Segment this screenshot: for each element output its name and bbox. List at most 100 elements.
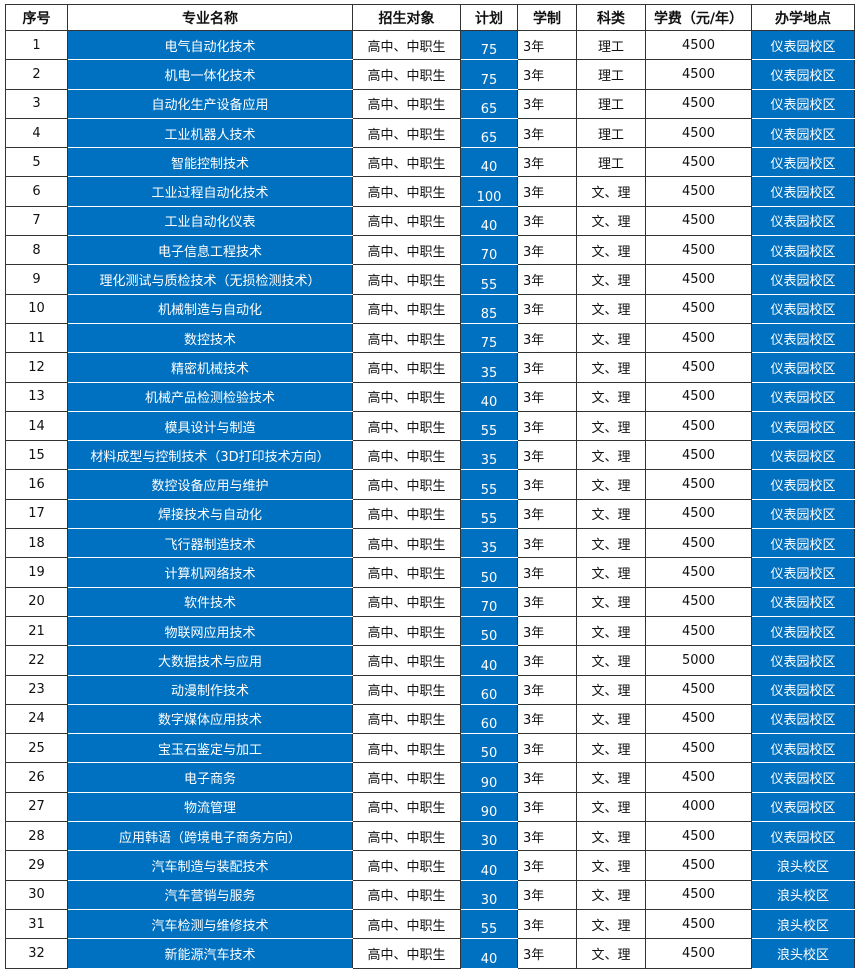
cell-tuition: 4500 bbox=[645, 879, 752, 910]
cell-plan-count: 65 bbox=[460, 117, 518, 149]
cell-index: 7 bbox=[5, 205, 68, 237]
cell-major-name: 材料成型与控制技术（3D打印技术方向） bbox=[67, 440, 353, 471]
cell-tuition: 4500 bbox=[645, 59, 752, 90]
cell-plan-count: 100 bbox=[460, 176, 518, 207]
cell-major-name: 理化测试与质检技术（无损检测技术） bbox=[67, 264, 353, 295]
cell-category: 文、理 bbox=[576, 586, 646, 617]
cell-category: 文、理 bbox=[576, 528, 646, 559]
cell-campus: 仪表园校区 bbox=[751, 176, 855, 207]
table-row: 21 物联网应用技术 高中、中职生 50 3年 文、理 4500 仪表园校区 bbox=[5, 615, 855, 647]
cell-plan-count: 40 bbox=[460, 938, 518, 969]
cell-campus: 仪表园校区 bbox=[751, 381, 855, 412]
cell-campus: 仪表园校区 bbox=[751, 264, 855, 295]
cell-category: 文、理 bbox=[576, 645, 646, 676]
cell-category: 文、理 bbox=[576, 703, 646, 735]
cell-major-name: 电子商务 bbox=[67, 762, 353, 793]
cell-category: 文、理 bbox=[576, 205, 646, 237]
cell-tuition: 4500 bbox=[645, 440, 752, 471]
cell-category: 文、理 bbox=[576, 791, 646, 823]
cell-major-name: 汽车营销与服务 bbox=[67, 879, 353, 910]
cell-index: 2 bbox=[5, 59, 68, 90]
cell-plan-count: 60 bbox=[460, 703, 518, 735]
table-row: 19 计算机网络技术 高中、中职生 50 3年 文、理 4500 仪表园校区 bbox=[5, 557, 855, 588]
cell-index: 15 bbox=[5, 440, 68, 471]
cell-tuition: 4500 bbox=[645, 352, 752, 383]
cell-category: 文、理 bbox=[576, 850, 646, 881]
cell-campus: 仪表园校区 bbox=[751, 674, 855, 705]
cell-index: 31 bbox=[5, 908, 68, 940]
cell-target-students: 高中、中职生 bbox=[352, 821, 461, 852]
cell-index: 19 bbox=[5, 557, 68, 588]
header-duration: 学制 bbox=[517, 4, 577, 31]
cell-plan-count: 40 bbox=[460, 381, 518, 412]
cell-major-name: 动漫制作技术 bbox=[67, 674, 353, 705]
cell-tuition: 4500 bbox=[645, 498, 752, 530]
cell-category: 文、理 bbox=[576, 762, 646, 793]
cell-major-name: 大数据技术与应用 bbox=[67, 645, 353, 676]
cell-target-students: 高中、中职生 bbox=[352, 117, 461, 149]
cell-campus: 仪表园校区 bbox=[751, 645, 855, 676]
cell-major-name: 精密机械技术 bbox=[67, 352, 353, 383]
header-campus: 办学地点 bbox=[751, 4, 855, 31]
table-row: 10 机械制造与自动化 高中、中职生 85 3年 文、理 4500 仪表园校区 bbox=[5, 293, 855, 324]
table-row: 23 动漫制作技术 高中、中职生 60 3年 文、理 4500 仪表园校区 bbox=[5, 674, 855, 705]
cell-index: 28 bbox=[5, 821, 68, 852]
cell-target-students: 高中、中职生 bbox=[352, 440, 461, 471]
cell-plan-count: 55 bbox=[460, 410, 518, 442]
cell-major-name: 宝玉石鉴定与加工 bbox=[67, 733, 353, 764]
cell-major-name: 应用韩语（跨境电子商务方向） bbox=[67, 821, 353, 852]
cell-duration: 3年 bbox=[517, 703, 577, 735]
cell-campus: 仪表园校区 bbox=[751, 293, 855, 324]
cell-index: 26 bbox=[5, 762, 68, 793]
cell-category: 文、理 bbox=[576, 352, 646, 383]
cell-target-students: 高中、中职生 bbox=[352, 850, 461, 881]
cell-target-students: 高中、中职生 bbox=[352, 469, 461, 500]
cell-category: 文、理 bbox=[576, 381, 646, 412]
cell-index: 12 bbox=[5, 352, 68, 383]
cell-campus: 仪表园校区 bbox=[751, 322, 855, 354]
cell-campus: 仪表园校区 bbox=[751, 733, 855, 764]
cell-category: 文、理 bbox=[576, 440, 646, 471]
cell-duration: 3年 bbox=[517, 352, 577, 383]
cell-campus: 浪头校区 bbox=[751, 879, 855, 910]
cell-category: 文、理 bbox=[576, 879, 646, 910]
table-row: 13 机械产品检测检验技术 高中、中职生 40 3年 文、理 4500 仪表园校区 bbox=[5, 381, 855, 412]
cell-major-name: 汽车制造与装配技术 bbox=[67, 850, 353, 881]
table-row: 1 电气自动化技术 高中、中职生 75 3年 理工 4500 仪表园校区 bbox=[5, 29, 855, 61]
cell-duration: 3年 bbox=[517, 850, 577, 881]
cell-category: 文、理 bbox=[576, 557, 646, 588]
cell-campus: 仪表园校区 bbox=[751, 88, 855, 119]
cell-campus: 仪表园校区 bbox=[751, 235, 855, 266]
cell-tuition: 4500 bbox=[645, 117, 752, 149]
cell-index: 17 bbox=[5, 498, 68, 530]
cell-major-name: 机械产品检测检验技术 bbox=[67, 381, 353, 412]
table-row: 30 汽车营销与服务 高中、中职生 30 3年 文、理 4500 浪头校区 bbox=[5, 879, 855, 910]
cell-campus: 仪表园校区 bbox=[751, 469, 855, 500]
cell-campus: 仪表园校区 bbox=[751, 440, 855, 471]
table-row: 9 理化测试与质检技术（无损检测技术） 高中、中职生 55 3年 文、理 4500 仪表园校区 bbox=[5, 264, 855, 295]
cell-index: 6 bbox=[5, 176, 68, 207]
cell-index: 27 bbox=[5, 791, 68, 823]
cell-tuition: 4500 bbox=[645, 469, 752, 500]
cell-plan-count: 35 bbox=[460, 352, 518, 383]
cell-duration: 3年 bbox=[517, 117, 577, 149]
cell-plan-count: 65 bbox=[460, 88, 518, 119]
table-row: 16 数控设备应用与维护 高中、中职生 55 3年 文、理 4500 仪表园校区 bbox=[5, 469, 855, 500]
cell-index: 24 bbox=[5, 703, 68, 735]
cell-duration: 3年 bbox=[517, 469, 577, 500]
cell-tuition: 4500 bbox=[645, 293, 752, 324]
header-plan-count: 计划 bbox=[460, 4, 518, 31]
cell-duration: 3年 bbox=[517, 557, 577, 588]
cell-plan-count: 75 bbox=[460, 322, 518, 354]
cell-target-students: 高中、中职生 bbox=[352, 235, 461, 266]
cell-target-students: 高中、中职生 bbox=[352, 791, 461, 823]
cell-target-students: 高中、中职生 bbox=[352, 410, 461, 442]
cell-index: 4 bbox=[5, 117, 68, 149]
cell-campus: 仪表园校区 bbox=[751, 703, 855, 735]
cell-duration: 3年 bbox=[517, 733, 577, 764]
cell-category: 文、理 bbox=[576, 176, 646, 207]
cell-plan-count: 35 bbox=[460, 528, 518, 559]
cell-target-students: 高中、中职生 bbox=[352, 29, 461, 61]
cell-duration: 3年 bbox=[517, 205, 577, 237]
cell-index: 21 bbox=[5, 615, 68, 647]
